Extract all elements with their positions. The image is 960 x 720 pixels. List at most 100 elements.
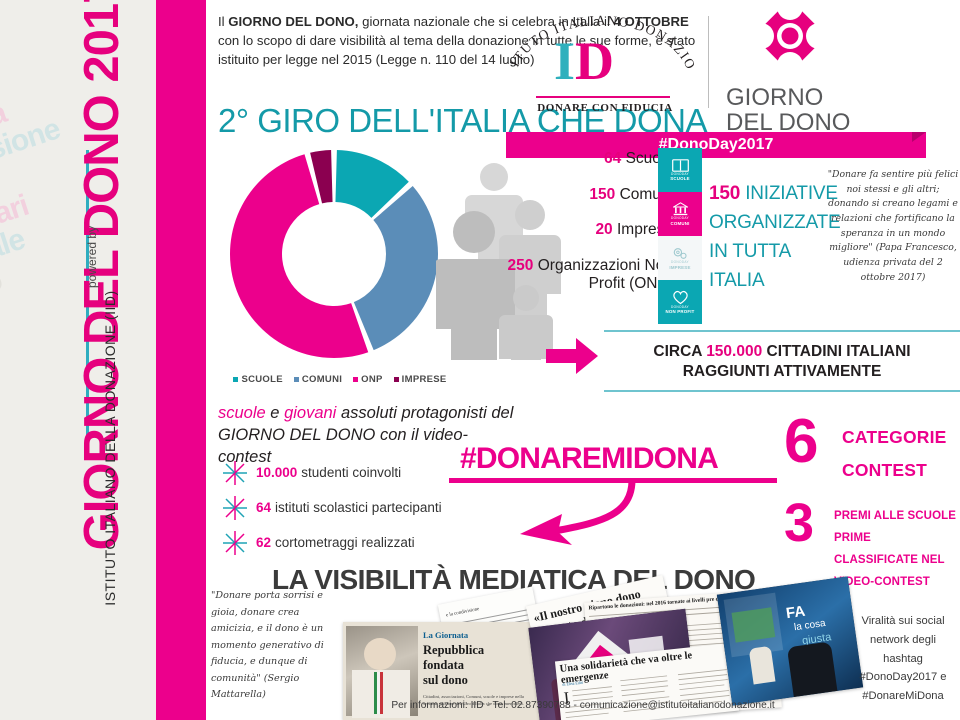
badge-label-comuni: COMUNI (670, 220, 690, 226)
arrow-right-icon (546, 338, 598, 374)
chart-legend: SCUOLE COMUNI ONP IMPRESE (230, 374, 450, 385)
press-clipping-repubblica: La Giornata Repubblica fondata sul dono … (343, 622, 543, 720)
stats-list: 64 Scuole 150 Comuni 20 Imprese 250 Orga… (498, 150, 673, 311)
svg-text:I: I (563, 688, 571, 708)
bullet-label-1: studenti coinvolti (301, 465, 402, 480)
scuole-word-mid: e (265, 404, 285, 422)
bullet-label-2: istituti scolastici partecipanti (275, 500, 442, 515)
intro-bold-1: GIORNO DEL DONO, (228, 14, 359, 29)
donut-slice-comuni (353, 186, 438, 351)
footer-contact: Per informazioni: IID - Tel. 02.87390788… (391, 700, 775, 711)
intro-text-1: Il (218, 14, 229, 29)
pink-accent-band (156, 0, 206, 720)
legend-swatch-onp (353, 377, 359, 382)
legend-swatch-comuni (293, 377, 299, 382)
stat-row: 64 Scuole (498, 150, 673, 169)
circa-rule-bottom (604, 390, 960, 392)
iid-monogram: ID (554, 34, 614, 88)
clipping-title-2: fondata (423, 658, 464, 672)
iid-letter-i: I (554, 31, 576, 91)
contest-three-line-1: PREMI ALLE SCUOLE PRIME (834, 510, 957, 544)
legend-label-comuni: COMUNI (301, 374, 343, 385)
badge-imprese: DONODAY IMPRESE (658, 236, 702, 280)
scuole-giovani-text: scuole e giovani assoluti protagonisti d… (218, 403, 518, 468)
people-silhouettes-icon (436, 163, 561, 360)
iid-logo: ISTITUTO ITALIANO DONAZIONE ID DONARE CO… (502, 12, 702, 120)
iniziative-number: 150 (709, 183, 741, 204)
contest-three-line-2: CLASSIFICATE NEL VIDEO-CONTEST (834, 553, 945, 588)
badge-label-non-profit: NON PROFIT (665, 309, 695, 315)
left-sidebar-panel: dono ufficiale carta etica dono giornata… (0, 0, 156, 720)
circa-prefix: CIRCA (653, 343, 707, 360)
scuole-word-pink-2: giovani (284, 404, 337, 422)
legend-item-scuole: SCUOLE (233, 374, 283, 385)
viral-line-2: network degli (870, 633, 936, 646)
circa-text: CIRCA 150.000 CITTADINI ITALIANI RAGGIUN… (604, 342, 960, 383)
curved-arrow-icon (520, 478, 636, 545)
clipping-kicker: La Giornata (423, 630, 469, 640)
badge-scuole: DONODAY SCUOLE (658, 148, 702, 192)
contest-three-labels: PREMI ALLE SCUOLE PRIME CLASSIFICATE NEL… (834, 506, 960, 593)
list-item: 62 cortometraggi realizzati (222, 525, 522, 560)
contest-six-line-1: CATEGORIE (842, 427, 947, 447)
contest-number-three: 3 (784, 493, 815, 553)
hashtag-banner: #DonoDay2017 (506, 132, 926, 158)
star-asterisk-icon (223, 530, 247, 555)
iniziative-word: INIZIATIVE (745, 183, 838, 204)
book-icon (671, 158, 689, 172)
badge-label-imprese: IMPRESE (669, 264, 691, 270)
iid-letter-d: D (575, 31, 615, 91)
powered-by-label: powered by (85, 225, 99, 289)
gdd-wordmark: GIORNO DEL DONO (726, 84, 936, 136)
stat-number-scuole: 64 (604, 150, 622, 167)
scuole-line-2: GIORNO DEL DONO con il video-contest (218, 425, 469, 466)
donut-slice-scuole (335, 150, 409, 218)
contest-six-line-2: CONTEST (842, 460, 928, 481)
badge-sub-scuole: DONODAY (671, 171, 689, 176)
stat-row: 250 Organizzazioni Non Profit (ONP) (498, 257, 673, 294)
legend-item-onp: ONP (353, 374, 383, 385)
press-clipping-solidarieta: Una solidarietà che va oltre le emergenz… (554, 642, 740, 720)
stat-label-onp: Organizzazioni Non Profit (ONP) (537, 256, 673, 293)
logo-divider (708, 16, 709, 108)
badge-sub-non-profit: DONODAY (671, 304, 689, 309)
badge-label-scuole: SCUOLE (670, 176, 690, 182)
stat-number-onp: 250 (507, 256, 534, 274)
badge-non-profit: DONODAY NON PROFIT (658, 280, 702, 324)
legend-label-onp: ONP (361, 374, 383, 385)
legend-item-imprese: IMPRESE (393, 374, 447, 385)
clipping-body: Cittadini, associazioni, Comuni, scuole … (423, 694, 524, 707)
viral-line-1: Viralità sui social (861, 615, 945, 627)
organization-name: ISTITUTO ITALIANO DELLA DONAZIONE (IID) (102, 290, 118, 606)
donut-slice-onp (229, 154, 369, 359)
iniziative-line-2: ORGANIZZATE (709, 211, 841, 233)
stat-row: 150 Comuni (498, 186, 673, 205)
viral-line-5: #DonareMiDona (862, 690, 944, 703)
scuole-word-pink-1: scuole (218, 404, 266, 422)
bullet-number-3: 62 (256, 535, 272, 550)
logo-block: ISTITUTO ITALIANO DONAZIONE ID DONARE CO… (494, 0, 950, 164)
circa-rule-top (604, 330, 960, 332)
tv2-text-fa: FA (784, 602, 807, 623)
gdd-line-2: DEL DONO (726, 108, 851, 136)
contest-six-labels: CATEGORIE CONTEST (842, 421, 960, 488)
donaremidona-underline (449, 478, 777, 483)
bullet-number-1: 10.000 (256, 465, 298, 480)
sidebar-divider-rule (86, 150, 89, 455)
viral-line-4: #DonoDay2017 e (859, 671, 947, 684)
legend-item-comuni: COMUNI (293, 374, 343, 385)
iid-tagline: DONARE CON FIDUCIA (537, 102, 673, 114)
clipping-title-3: sul dono (423, 673, 468, 687)
list-item: 64 istituti scolastici partecipanti (222, 490, 522, 525)
viral-social-text: Viralità sui social network degli hashta… (846, 612, 960, 706)
hashtag-banner-fold (912, 132, 926, 142)
main-content: Il GIORNO DEL DONO, giornata nazionale c… (206, 0, 960, 720)
legend-label-scuole: SCUOLE (241, 374, 283, 385)
viral-line-3: hashtag (883, 652, 923, 665)
circa-suffix: CITTADINI ITALIANI (762, 343, 911, 360)
gdd-line-1: GIORNO (726, 84, 824, 111)
bullet-label-3: cortometraggi realizzati (275, 535, 415, 550)
clipping-title-1: Repubblica (423, 643, 485, 657)
intro-text-2: giornata nazionale che si celebra in Ita… (358, 14, 614, 29)
bank-icon (672, 202, 688, 216)
